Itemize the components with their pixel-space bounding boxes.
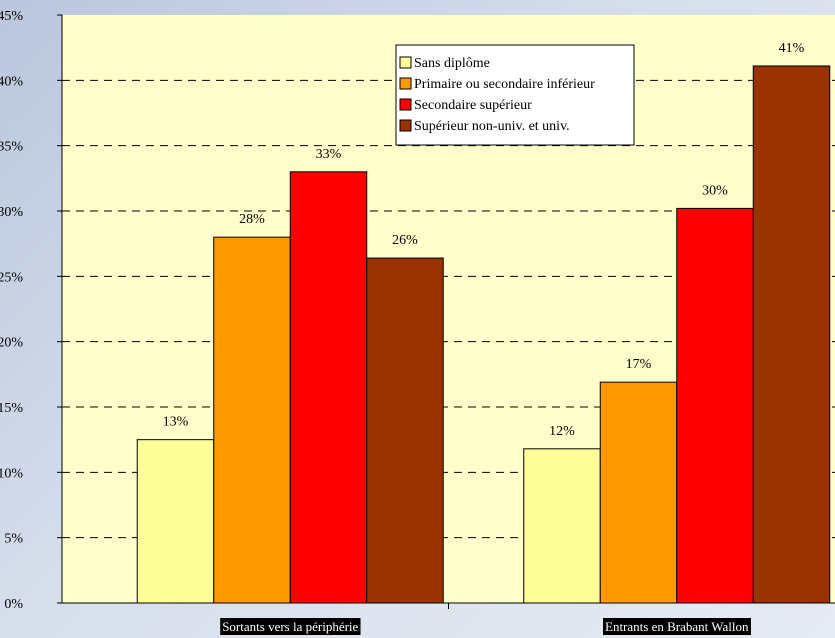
legend-box: [395, 44, 635, 146]
data-label: 12%: [549, 424, 575, 439]
y-tick-label: 15%: [0, 401, 23, 416]
bar: [289, 171, 368, 604]
legend-swatch: [399, 77, 412, 90]
legend-label: Sans diplôme: [414, 56, 490, 71]
y-tick-label: 10%: [0, 466, 23, 481]
bar: [599, 381, 678, 604]
legend-swatch: [399, 98, 412, 111]
y-tick-label: 20%: [0, 336, 23, 351]
y-axis: 0% 5% 10% 15% 20% 25% 30% 35% 40% 45%: [0, 9, 63, 612]
bar: [676, 207, 754, 604]
data-label: 17%: [626, 357, 652, 372]
y-tick-label: 5%: [4, 532, 23, 547]
legend-swatch: [399, 56, 412, 69]
y-tick-label: 40%: [0, 74, 23, 89]
data-label: 30%: [702, 183, 728, 198]
category-label: Sortants vers la périphérie: [222, 619, 358, 634]
data-label: 41%: [779, 41, 805, 56]
y-tick-label: 25%: [0, 270, 23, 285]
y-tick-label: 45%: [0, 9, 23, 24]
bar: [366, 257, 444, 604]
legend-label: Primaire ou secondaire inférieur: [414, 77, 595, 92]
bars: 13% 28% 33% 26% 12% 17% 30% 41%: [136, 41, 831, 604]
data-label: 28%: [239, 212, 265, 227]
bar: [213, 236, 291, 604]
legend-swatch: [399, 119, 412, 132]
legend-label: Secondaire supérieur: [414, 98, 532, 113]
data-label: 13%: [163, 415, 189, 430]
y-tick-label: 35%: [0, 140, 23, 155]
y-tick-label: 0%: [4, 597, 23, 612]
bar: [136, 439, 215, 604]
bar: [752, 65, 831, 604]
x-axis: Sortants vers la périphérie Entrants en B…: [62, 602, 835, 635]
category-label-background: [603, 618, 751, 635]
data-label: 33%: [316, 147, 342, 162]
category-label-background: [220, 618, 361, 635]
legend: Sans diplôme Primaire ou secondaire infér…: [395, 44, 635, 146]
data-label: 26%: [392, 233, 418, 248]
y-tick-label: 30%: [0, 205, 23, 220]
legend-label: Supérieur non-univ. et univ.: [414, 119, 570, 134]
category-label: Entrants en Brabant Wallon: [605, 619, 749, 634]
bar: [523, 448, 601, 604]
